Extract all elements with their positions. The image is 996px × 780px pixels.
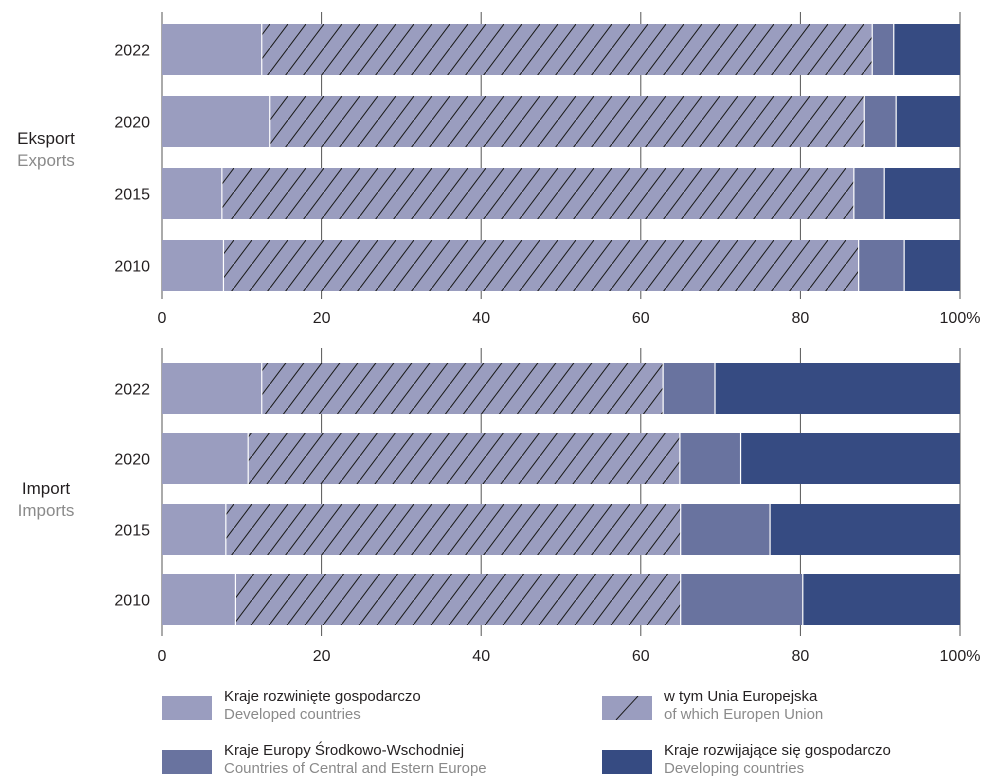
y-category-label: 2022 bbox=[114, 382, 150, 399]
bar-segment-developed_other-2020 bbox=[162, 96, 270, 147]
bar-segment-cee-2010 bbox=[859, 240, 904, 291]
x-tick-label: 0 bbox=[158, 648, 167, 665]
bar-segment-eu-2010 bbox=[235, 574, 680, 625]
bar-segment-developing-2022 bbox=[715, 363, 960, 414]
bar-segment-developed_other-2022 bbox=[162, 24, 262, 75]
bar-segment-developed_other-2010 bbox=[162, 574, 235, 625]
bar-segment-developed_other-2020 bbox=[162, 433, 248, 484]
bar-segment-cee-2015 bbox=[854, 168, 884, 219]
x-tick-label: 20 bbox=[313, 648, 331, 665]
y-category-label: 2015 bbox=[114, 523, 150, 540]
bar-segment-developed_other-2010 bbox=[162, 240, 223, 291]
bar-segment-developing-2022 bbox=[894, 24, 960, 75]
panel-title-pl: Import bbox=[22, 479, 70, 498]
bar-segment-eu-2022 bbox=[262, 363, 663, 414]
x-tick-label: 40 bbox=[472, 310, 490, 327]
x-tick-label: 100% bbox=[940, 310, 981, 327]
bar-segment-developed_other-2022 bbox=[162, 363, 262, 414]
y-category-label: 2020 bbox=[114, 452, 150, 469]
bar-segment-developing-2020 bbox=[896, 96, 960, 147]
panel-title-en: Imports bbox=[18, 501, 75, 520]
panel-imports: 0 20 40 60 80 100% 2022 2020 2015 2010 Import Impor… bbox=[18, 348, 981, 665]
bar-segment-developing-2015 bbox=[770, 504, 960, 555]
bar-segment-developing-2010 bbox=[904, 240, 960, 291]
bar-segment-eu-2015 bbox=[226, 504, 681, 555]
y-category-label: 2020 bbox=[114, 115, 150, 132]
bar-segment-cee-2010 bbox=[681, 574, 803, 625]
y-category-label: 2015 bbox=[114, 187, 150, 204]
x-tick-label: 20 bbox=[313, 310, 331, 327]
bar-segment-eu-2010 bbox=[223, 240, 858, 291]
y-category-label: 2010 bbox=[114, 593, 150, 610]
bar-segment-cee-2020 bbox=[680, 433, 741, 484]
bar-segment-cee-2022 bbox=[663, 363, 715, 414]
bar-segment-cee-2020 bbox=[864, 96, 896, 147]
y-category-label: 2010 bbox=[114, 259, 150, 276]
bar-segment-developed_other-2015 bbox=[162, 504, 226, 555]
x-tick-label: 60 bbox=[632, 648, 650, 665]
bar-segment-developing-2020 bbox=[741, 433, 960, 484]
x-tick-label: 100% bbox=[940, 648, 981, 665]
bar-segment-eu-2020 bbox=[248, 433, 680, 484]
bar-segment-eu-2015 bbox=[222, 168, 854, 219]
bar-segment-developing-2015 bbox=[884, 168, 960, 219]
bar-segment-eu-2020 bbox=[270, 96, 865, 147]
bar-segment-cee-2015 bbox=[681, 504, 770, 555]
x-tick-label: 60 bbox=[632, 310, 650, 327]
y-category-label: 2022 bbox=[114, 43, 150, 60]
bar-segment-eu-2022 bbox=[262, 24, 872, 75]
x-tick-label: 40 bbox=[472, 648, 490, 665]
x-tick-label: 80 bbox=[792, 648, 810, 665]
bar-segment-developing-2010 bbox=[803, 574, 960, 625]
panel-title-pl: Eksport bbox=[17, 129, 75, 148]
x-tick-label: 80 bbox=[792, 310, 810, 327]
panel-title-en: Exports bbox=[17, 151, 75, 170]
bar-segment-cee-2022 bbox=[872, 24, 894, 75]
bar-segment-developed_other-2015 bbox=[162, 168, 222, 219]
x-tick-label: 0 bbox=[158, 310, 167, 327]
panel-exports: 0 20 40 60 80 100% 2022 2020 2015 2010 Eksport Expo… bbox=[17, 12, 980, 327]
